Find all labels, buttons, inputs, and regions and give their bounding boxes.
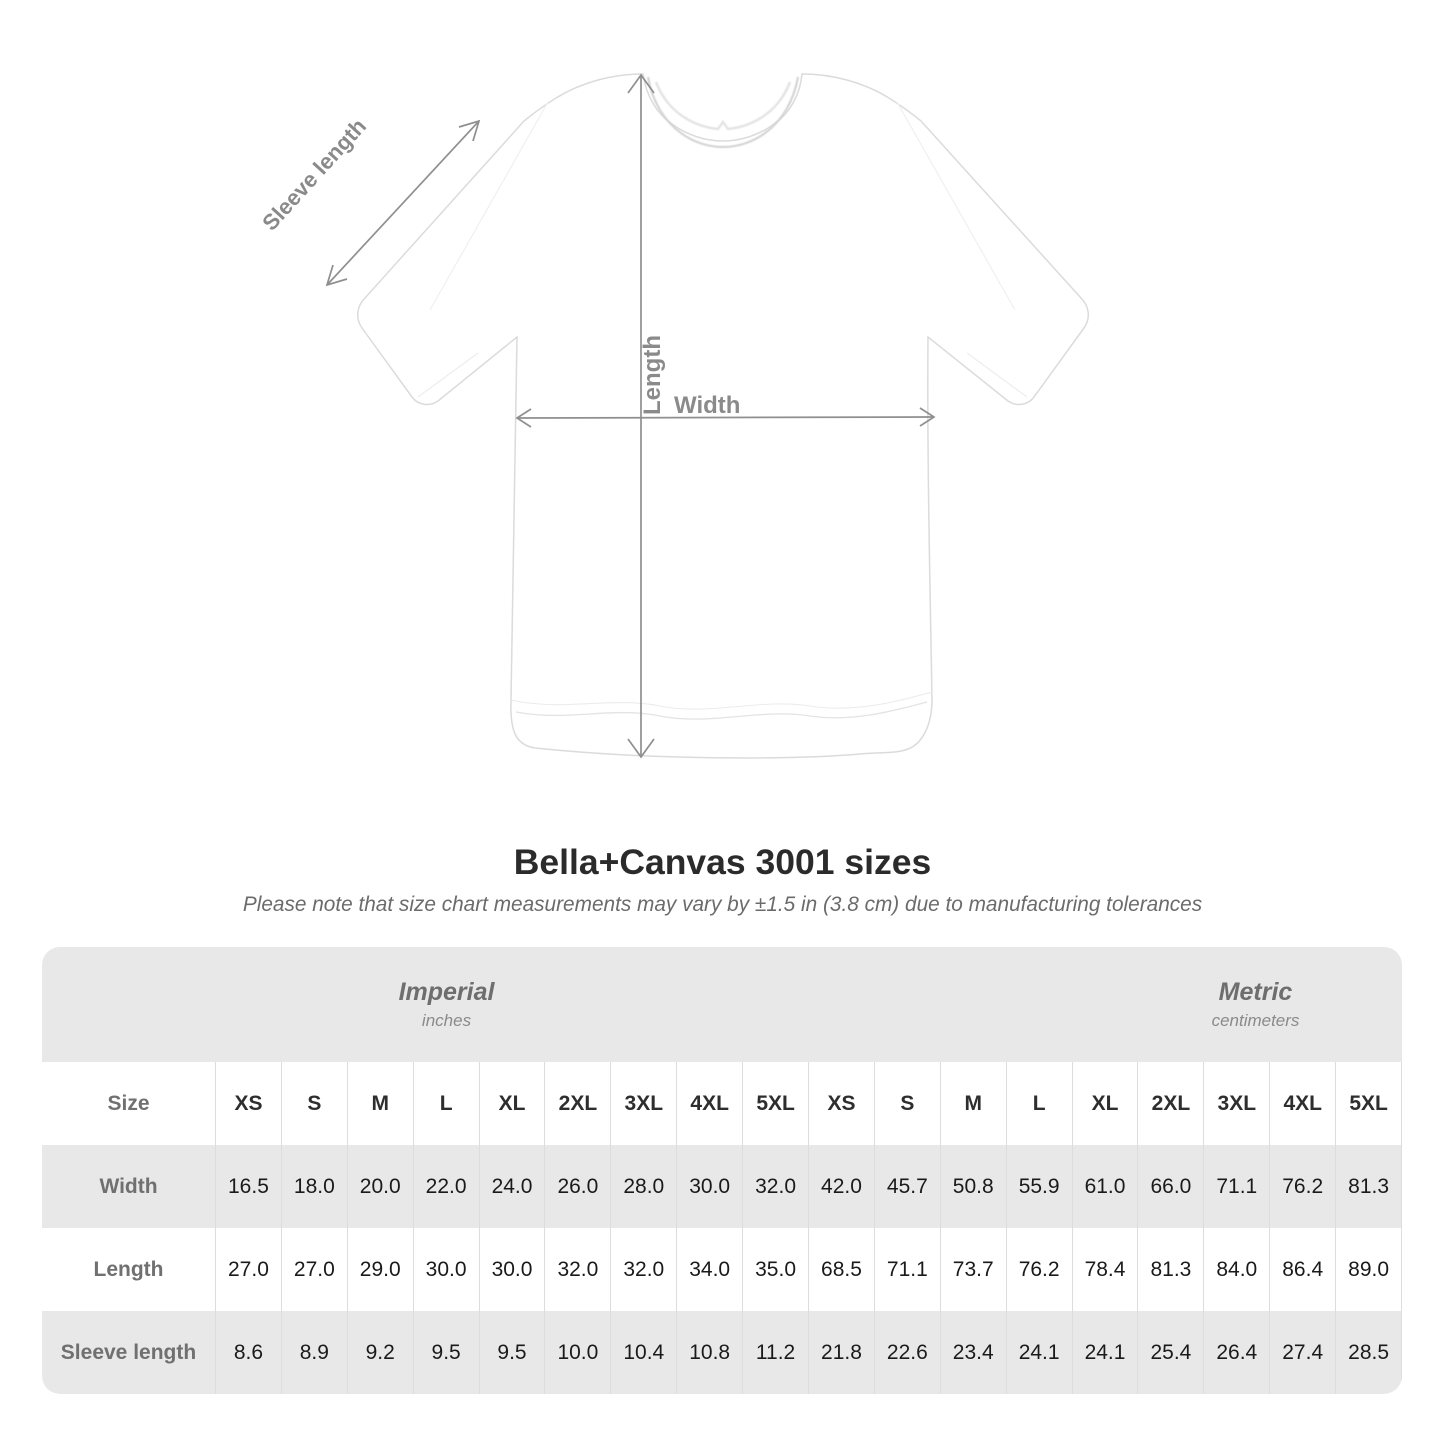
svg-text:Width: Width: [674, 392, 740, 419]
svg-text:Sleeve length: Sleeve length: [257, 114, 371, 236]
svg-text:Length: Length: [639, 335, 666, 415]
